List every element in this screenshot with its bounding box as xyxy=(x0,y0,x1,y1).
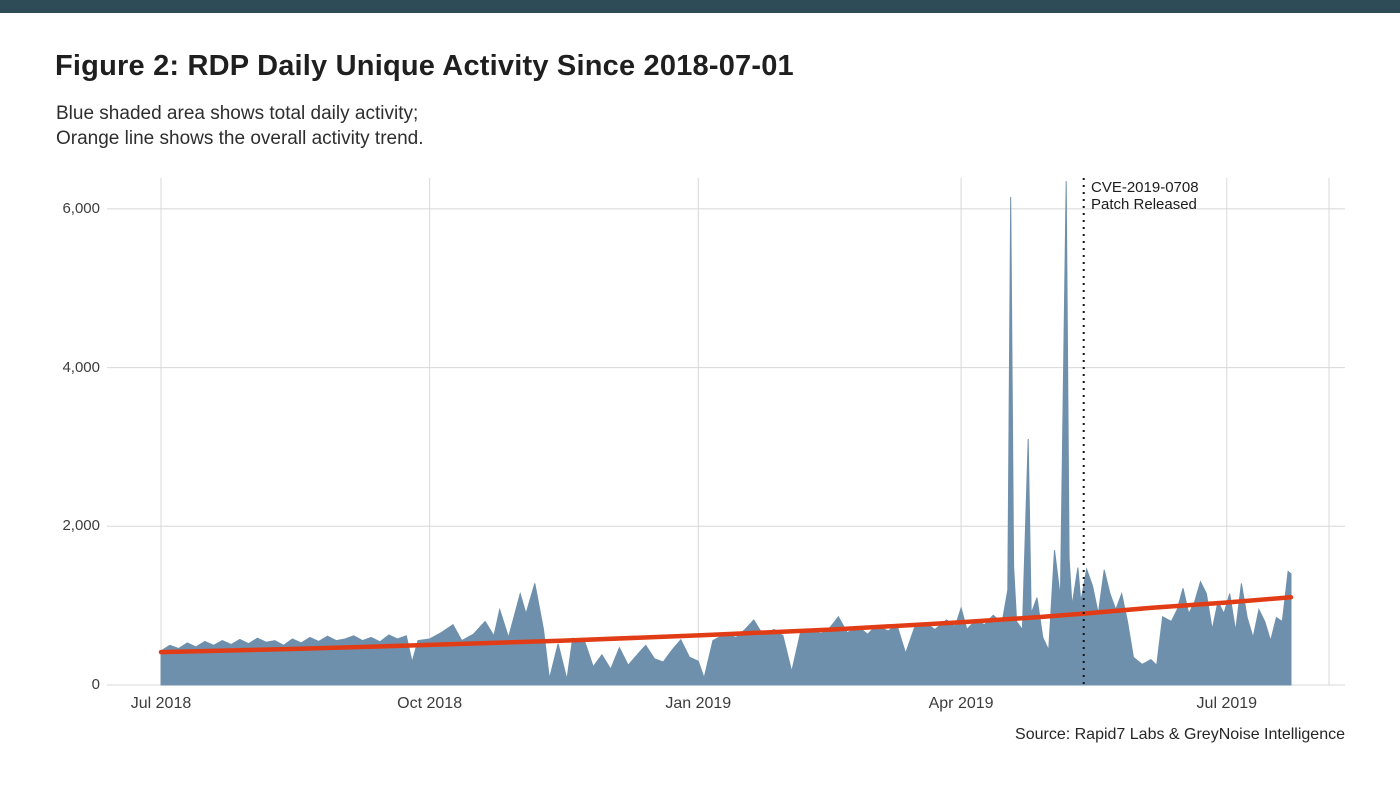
activity-trend-line xyxy=(158,595,1294,655)
x-axis-tick-label: Jul 2018 xyxy=(130,695,192,712)
x-axis-tick-label: Apr 2019 xyxy=(928,695,994,712)
figure-subtitle-line1: Blue shaded area shows total daily activ… xyxy=(56,103,419,124)
x-axis-tick-label: Oct 2018 xyxy=(397,695,463,712)
x-axis-tick-label: Jul 2019 xyxy=(1196,695,1258,712)
patch-annotation-line2: Patch Released xyxy=(1091,196,1197,213)
figure-subtitle-line2: Orange line shows the overall activity t… xyxy=(56,128,424,149)
source-credit: Source: Rapid7 Labs & GreyNoise Intellig… xyxy=(1015,726,1345,743)
patch-annotation-line1: CVE-2019-0708 xyxy=(1091,179,1199,196)
x-axis-tick-label: Jan 2019 xyxy=(665,695,732,712)
top-accent-bar xyxy=(0,0,1400,13)
y-axis-tick-label: 4,000 xyxy=(62,358,100,376)
y-axis-tick-label: 6,000 xyxy=(62,199,100,217)
y-axis-tick-label: 2,000 xyxy=(62,517,100,535)
figure-title: Figure 2: RDP Daily Unique Activity Sinc… xyxy=(55,50,794,82)
y-axis-tick-label: 0 xyxy=(91,676,100,693)
